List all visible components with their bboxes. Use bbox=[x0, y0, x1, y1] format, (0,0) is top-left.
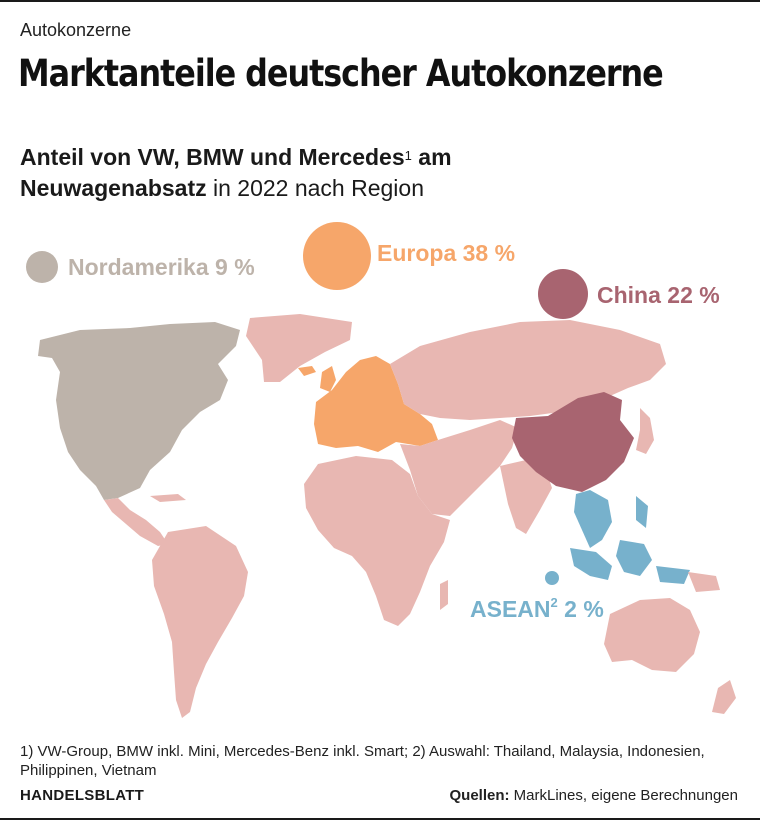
kicker: Autokonzerne bbox=[20, 20, 132, 40]
bubble-nordamerika bbox=[26, 251, 58, 283]
asean-islands-1 bbox=[570, 548, 612, 580]
subtitle: Anteil von VW, BMW und Mercedes1 am Neuw… bbox=[20, 142, 720, 204]
japan bbox=[636, 408, 654, 454]
bubble-asean bbox=[545, 571, 559, 585]
bubble-europa bbox=[303, 222, 371, 290]
south-america bbox=[152, 526, 248, 718]
asean-mainland bbox=[574, 490, 612, 548]
page-title: Marktanteile deutscher Autokonzerne bbox=[18, 52, 664, 95]
caribbean bbox=[150, 494, 186, 502]
subtitle-bold-tail: am bbox=[411, 144, 452, 170]
north-america bbox=[38, 322, 240, 500]
source-note: Quellen: MarkLines, eigene Berechnungen bbox=[449, 787, 738, 804]
greenland bbox=[246, 314, 352, 382]
bottom-rule bbox=[0, 818, 760, 820]
label-asean: ASEAN2 2 % bbox=[470, 595, 604, 623]
philippines bbox=[636, 496, 648, 528]
russia bbox=[390, 320, 666, 420]
footnotes: 1) VW-Group, BMW inkl. Mini, Mercedes-Be… bbox=[20, 743, 705, 779]
brand-logo-text: HANDELSBLATT bbox=[20, 787, 145, 804]
iceland bbox=[298, 366, 316, 376]
footnote-mark-2: 2 bbox=[550, 595, 558, 610]
top-rule bbox=[0, 0, 760, 2]
australia bbox=[604, 598, 700, 672]
africa bbox=[304, 456, 450, 626]
subtitle-bold-2: Neuwagenabsatz bbox=[20, 175, 207, 201]
label-europa: Europa 38 % bbox=[377, 240, 516, 266]
footnote-mark-1: 1 bbox=[404, 148, 412, 163]
china bbox=[512, 392, 634, 492]
new-guinea bbox=[688, 572, 720, 592]
asean-islands-3 bbox=[656, 566, 690, 584]
india bbox=[500, 460, 552, 534]
new-zealand bbox=[712, 680, 736, 714]
source-text: MarkLines, eigene Berechnungen bbox=[509, 787, 738, 804]
central-america bbox=[104, 498, 168, 546]
label-asean-value: 2 % bbox=[557, 596, 604, 622]
subtitle-normal: in 2022 nach Region bbox=[206, 175, 424, 201]
source-label: Quellen: bbox=[449, 787, 510, 804]
label-nordamerika: Nordamerika 9 % bbox=[68, 254, 255, 280]
uk bbox=[320, 366, 336, 392]
europe bbox=[314, 356, 438, 452]
bubble-china bbox=[538, 269, 588, 319]
subtitle-bold: Anteil von VW, BMW und Mercedes bbox=[20, 144, 405, 170]
asean-islands-2 bbox=[616, 540, 652, 576]
madagascar bbox=[440, 580, 448, 610]
label-asean-name: ASEAN bbox=[470, 596, 551, 622]
label-china: China 22 % bbox=[597, 282, 720, 308]
middle-east bbox=[400, 420, 518, 516]
